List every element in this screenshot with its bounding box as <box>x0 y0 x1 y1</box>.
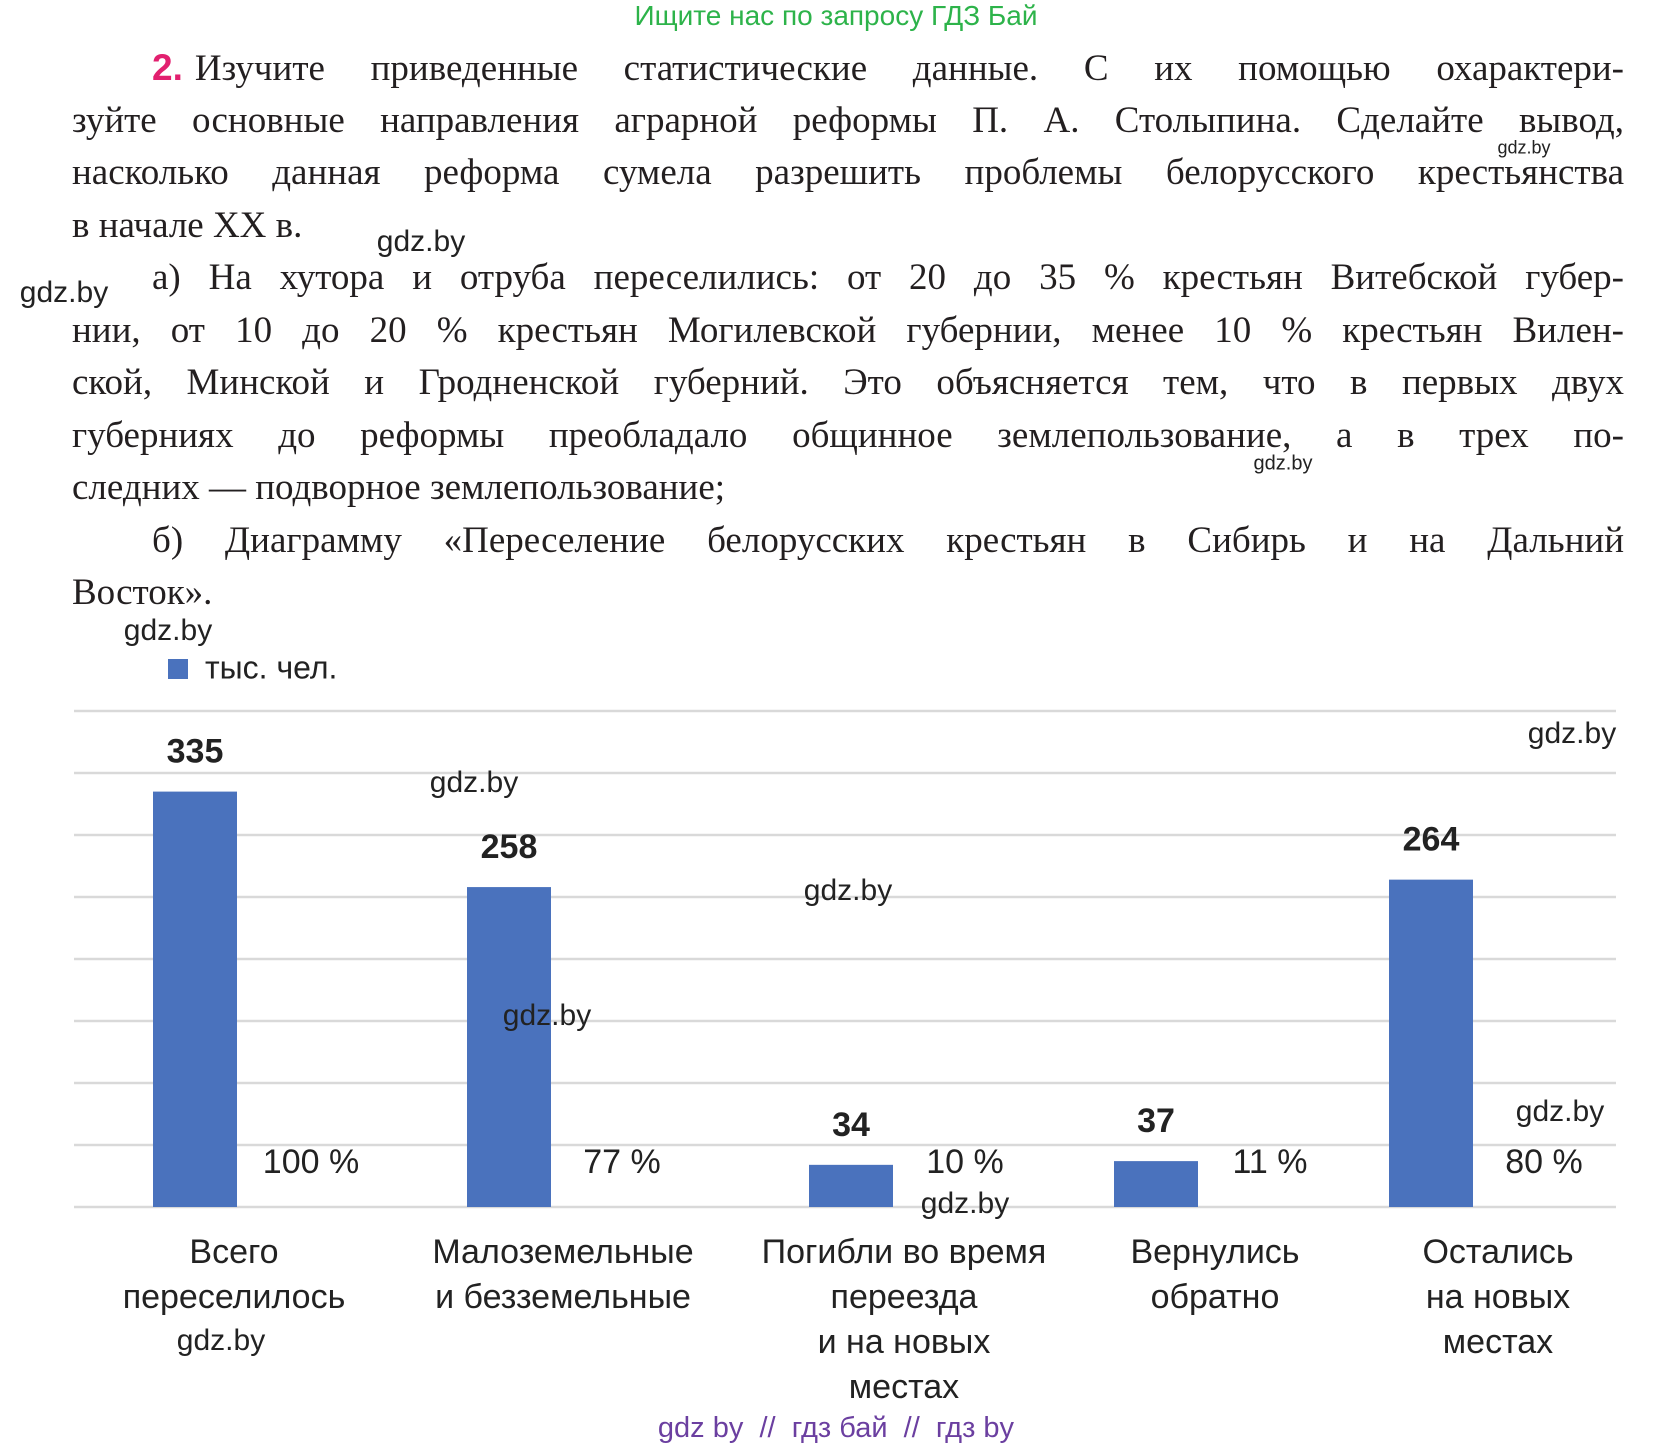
watermark: gdz.by <box>123 614 213 647</box>
search-hint: Ищите нас по запросу ГДЗ Бай <box>634 0 1038 31</box>
text-line: 2. Изучите приведенные статистические дан… <box>72 42 1624 95</box>
category-label: Всего переселилось <box>123 1233 346 1316</box>
footer: gdz by // гдз бай // гдз by <box>657 1412 1015 1444</box>
text-line: зуйте основные направления аграрной рефо… <box>72 99 1624 141</box>
task-number: 2. <box>152 47 183 88</box>
watermark: gdz.by <box>19 276 109 309</box>
bar <box>1114 1161 1198 1207</box>
value-label: 264 <box>1403 821 1460 859</box>
watermark: gdz.by <box>376 225 466 258</box>
text-line: ской, Минской и Гродненской губерний. Эт… <box>72 362 1624 403</box>
watermark: gdz.by <box>176 1324 266 1357</box>
category-label: Вернулись обратно <box>1130 1233 1299 1316</box>
text-line: нии, от 10 до 20 % крестьян Могилевской … <box>72 309 1624 351</box>
value-label: 258 <box>481 828 538 866</box>
value-label: 37 <box>1137 1102 1175 1140</box>
category-label: Малоземельные и безземельные <box>432 1233 693 1316</box>
bar <box>809 1164 893 1207</box>
text-line: Восток». <box>72 572 213 613</box>
legend-label: тыс. чел. <box>205 649 337 685</box>
share-label: 77 % <box>583 1143 661 1181</box>
category-label: Погибли во время переезда и на новых местах <box>762 1233 1047 1406</box>
watermark: gdz.by <box>920 1187 1010 1220</box>
text-line: губерниях до реформы преобладало общинно… <box>72 414 1624 456</box>
watermark: gdz.by <box>429 766 519 799</box>
text-line: насколько данная реформа сумела разрешит… <box>72 152 1624 193</box>
text: Изучите приведенные статистические данны… <box>194 48 1624 89</box>
bar <box>153 791 237 1207</box>
watermark: gdz.by <box>1527 717 1617 750</box>
share-label: 100 % <box>263 1143 359 1181</box>
share-label: 80 % <box>1505 1143 1583 1181</box>
value-label: 335 <box>167 733 224 771</box>
share-label: 11 % <box>1233 1143 1308 1181</box>
legend-swatch <box>168 659 188 679</box>
bar <box>467 887 551 1207</box>
task-text: 2. Изучите приведенные статистические дан… <box>72 42 1624 620</box>
text-line: в начале XX в. <box>72 204 303 246</box>
watermark: gdz.by <box>1497 137 1551 158</box>
bar <box>1389 879 1473 1207</box>
text-line: б) Диаграмму «Переселение белорусских кр… <box>152 519 1624 561</box>
watermark: gdz.by <box>803 874 893 907</box>
text-line: а) На хутора и отруба переселились: от 2… <box>152 257 1624 298</box>
watermark: gdz.by <box>502 999 592 1032</box>
share-label: 10 % <box>926 1143 1004 1181</box>
category-label: Остались на новых местах <box>1422 1233 1573 1361</box>
watermark: gdz.by <box>1515 1095 1605 1128</box>
text-line: следних — подворное землепользование; <box>72 467 726 508</box>
value-label: 34 <box>832 1106 870 1144</box>
watermark: gdz.by <box>1253 452 1313 475</box>
